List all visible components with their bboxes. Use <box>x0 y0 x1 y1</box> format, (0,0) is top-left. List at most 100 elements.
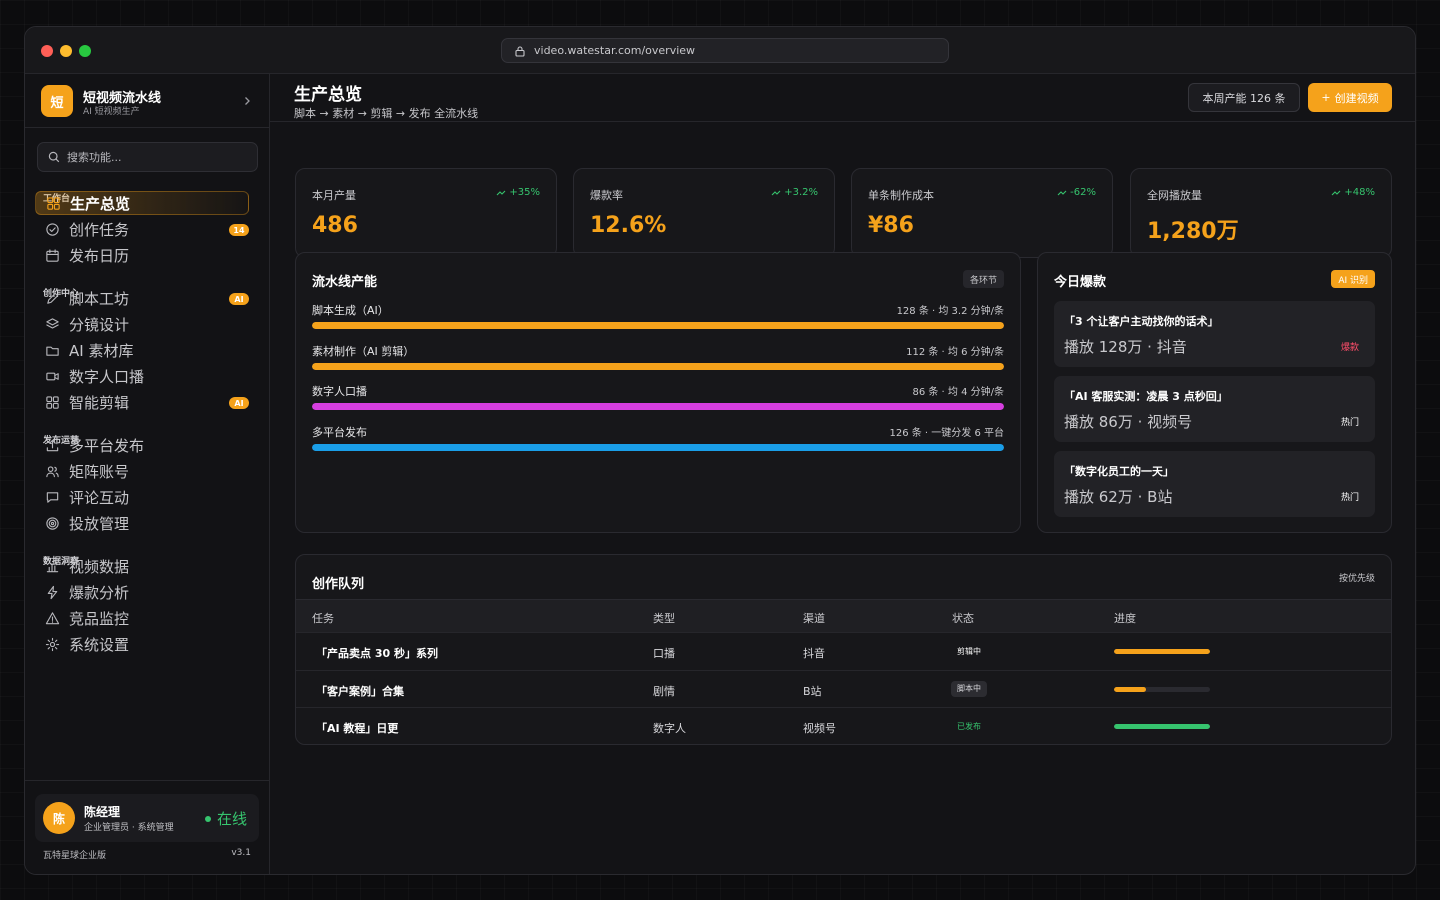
hit-video-item[interactable]: 「数字化员工的一天」 播放 62万 · B站 热门 <box>1054 451 1375 517</box>
sidebar-item[interactable]: AI 素材库 <box>35 338 249 362</box>
column-header-progress: 进度 <box>1114 612 1136 625</box>
sidebar-item[interactable]: 生产总览 <box>35 191 249 215</box>
search-input[interactable] <box>67 150 247 164</box>
kpi-value: 12.6% <box>590 213 667 238</box>
url-text: video.watestar.com/overview <box>534 44 696 57</box>
table-row[interactable]: 「客户案例」合集 剧情 B站 脚本中 <box>296 669 1391 707</box>
minimize-window-button[interactable] <box>60 45 72 57</box>
task-progress-fill <box>1114 649 1210 654</box>
brand-switcher[interactable]: 短 短视频流水线 AI 短视频生产 <box>41 85 253 119</box>
kpi-trend: +35% <box>496 187 540 198</box>
chevron-right-icon <box>245 97 250 105</box>
pipeline-stage-meta: 112 条 · 均 6 分钟/条 <box>906 346 1004 358</box>
pipeline-stage-meta: 128 条 · 均 3.2 分钟/条 <box>896 306 1004 317</box>
sidebar-item-label: 系统设置 <box>69 635 130 654</box>
lightning-icon <box>47 585 58 599</box>
kpi-trend-value: +3.2% <box>784 187 818 198</box>
folder-icon <box>46 346 59 356</box>
task-type: 剧情 <box>653 684 675 698</box>
sidebar-item[interactable]: 多平台发布 <box>35 433 249 457</box>
sidebar-item[interactable]: 创作任务 14 <box>35 217 249 241</box>
sidebar-item[interactable]: 竞品监控 <box>35 606 249 630</box>
user-name: 陈经理 <box>84 805 121 819</box>
hit-video-item[interactable]: 「3 个让客户主动找你的话术」 播放 128万 · 抖音 爆款 <box>1054 301 1375 367</box>
hit-video-meta: 播放 62万 · B站 <box>1064 488 1173 506</box>
address-bar[interactable]: video.watestar.com/overview <box>501 38 949 63</box>
search-box[interactable] <box>37 142 258 172</box>
sidebar-item[interactable]: 视频数据 <box>35 554 249 578</box>
pipeline-row: 数字人口播 86 条 · 均 4 分钟/条 <box>312 383 1004 415</box>
app-window: video.watestar.com/overview 短 短视频流水线 AI … <box>24 26 1416 875</box>
trend-up-icon <box>1332 190 1341 195</box>
sidebar-item[interactable]: 分镜设计 <box>35 312 249 336</box>
alert-icon <box>45 611 60 624</box>
pipeline-row: 多平台发布 126 条 · 一键分发 6 平台 <box>312 424 1004 456</box>
table-row[interactable]: 「产品卖点 30 秒」系列 口播 抖音 剪辑中 <box>296 632 1391 669</box>
kpi-trend-value: +35% <box>509 187 540 198</box>
pipeline-stage-name: 数字人口播 <box>312 385 367 398</box>
sidebar-item[interactable]: 数字人口播 <box>35 364 249 388</box>
maximize-window-button[interactable] <box>79 45 91 57</box>
sidebar-item[interactable]: 智能剪辑 AI <box>35 390 249 414</box>
sidebar-item-label: 创作任务 <box>69 220 130 239</box>
sidebar-item-label: 智能剪辑 <box>69 393 130 412</box>
queue-title: 创作队列 <box>312 577 365 592</box>
close-window-button[interactable] <box>41 45 53 57</box>
lock-icon <box>515 45 525 57</box>
task-name: 「客户案例」合集 <box>316 684 404 698</box>
sidebar: 短 短视频流水线 AI 短视频生产 工作台生产总览创作任务 14 发布日历创作中心脚… <box>25 74 270 874</box>
sidebar-item-label: 评论互动 <box>69 488 130 507</box>
pipeline-progress-fill <box>312 443 1004 451</box>
column-header-channel: 渠道 <box>803 612 825 625</box>
task-channel: B站 <box>803 684 822 698</box>
status-badge: 剪辑中 <box>957 646 981 656</box>
pipeline-progress-track <box>312 403 1004 410</box>
sidebar-item[interactable]: 评论互动 <box>35 485 249 509</box>
sort-by-priority[interactable]: 按优先级 <box>1338 574 1375 584</box>
divider <box>270 121 1415 122</box>
kpi-label: 单条制作成本 <box>868 189 934 202</box>
sidebar-item-label: 多平台发布 <box>69 436 145 455</box>
app-version: v3.1 <box>231 848 251 858</box>
kpi-trend: -62% <box>1057 187 1096 198</box>
kpi-card: 爆款率 +3.2% 12.6% <box>573 168 835 258</box>
pipeline-progress-fill <box>312 322 1004 329</box>
task-type: 口播 <box>653 647 675 660</box>
sidebar-item[interactable]: 系统设置 <box>35 632 249 656</box>
task-progress-fill <box>1114 724 1210 729</box>
grid-icon <box>46 395 59 409</box>
task-progress-fill <box>1114 686 1146 692</box>
user-status-label: 在线 <box>216 810 247 828</box>
sidebar-item[interactable]: 矩阵账号 <box>35 459 249 483</box>
hit-video-item[interactable]: 「AI 客服实测：凌晨 3 点秒回」 播放 86万 · 视频号 热门 <box>1054 376 1375 442</box>
sidebar-item[interactable]: 投放管理 <box>35 511 249 535</box>
create-video-label: 创建视频 <box>1334 91 1379 105</box>
task-progress-track <box>1114 649 1210 654</box>
sidebar-item[interactable]: 脚本工坊 AI <box>35 286 249 310</box>
pipeline-stage-meta: 86 条 · 均 4 分钟/条 <box>912 387 1004 398</box>
create-video-button[interactable]: + 创建视频 <box>1308 83 1392 112</box>
user-status: 在线 <box>204 808 247 829</box>
weekly-output-button[interactable]: 本周产能 126 条 <box>1188 83 1300 112</box>
sidebar-item-label: 数字人口播 <box>69 367 145 386</box>
kpi-label: 本月产量 <box>312 189 356 202</box>
pipeline-progress-track <box>312 362 1004 370</box>
pipeline-progress-fill <box>312 403 1004 410</box>
kpi-card: 全网播放量 +48% 1,280万 <box>1130 168 1392 258</box>
table-row[interactable]: 「AI 教程」日更 数字人 视频号 已发布 <box>296 707 1391 744</box>
sidebar-item-badge: AI <box>229 397 249 409</box>
brand-subtitle: AI 短视频生产 <box>83 107 140 117</box>
pipeline-stage-meta: 126 条 · 一键分发 6 平台 <box>889 427 1004 439</box>
status-badge: 已发布 <box>957 721 981 731</box>
hit-video-meta: 播放 86万 · 视频号 <box>1064 413 1193 431</box>
sidebar-item[interactable]: 爆款分析 <box>35 580 249 604</box>
hit-video-title: 「3 个让客户主动找你的话术」 <box>1064 315 1219 328</box>
check-circle-icon <box>46 222 59 236</box>
user-card[interactable]: 陈 陈经理 企业管理员 · 系统管理 在线 <box>35 794 259 842</box>
kpi-trend-value: +48% <box>1344 187 1375 198</box>
brand-name: 短视频流水线 <box>83 91 162 106</box>
task-progress-track <box>1114 686 1210 692</box>
pipeline-filter-tag[interactable]: 各环节 <box>962 270 1004 288</box>
sidebar-item-label: 脚本工坊 <box>69 289 130 308</box>
sidebar-item[interactable]: 发布日历 <box>35 243 249 267</box>
